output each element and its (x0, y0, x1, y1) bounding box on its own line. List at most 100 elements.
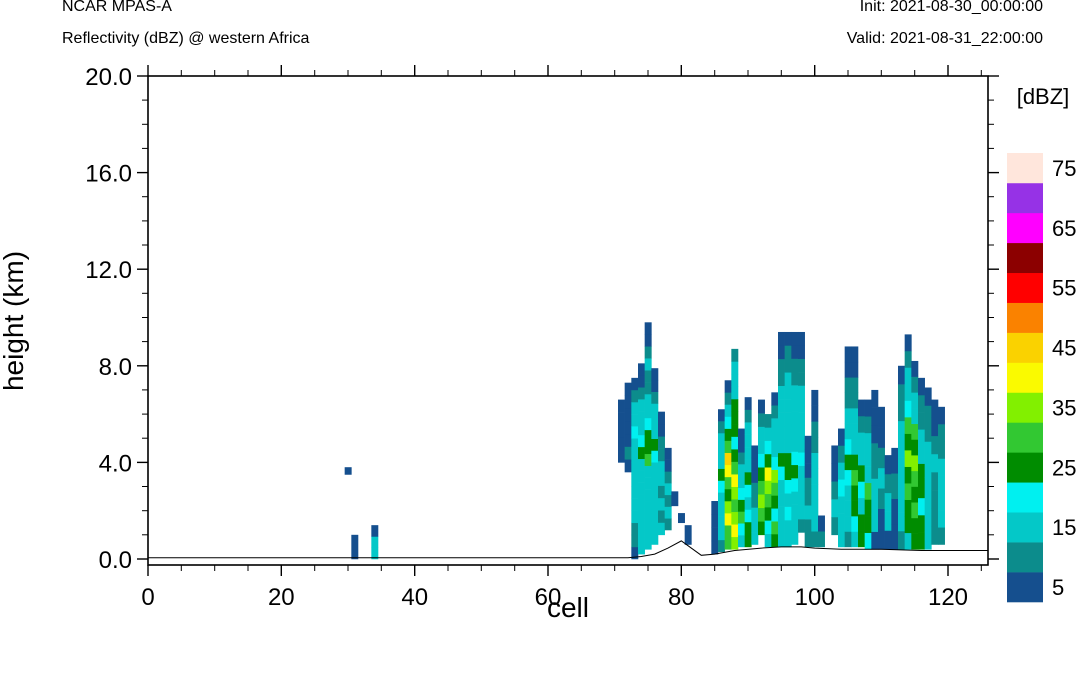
reflectivity-cell (851, 531, 859, 548)
reflectivity-cell (911, 502, 919, 519)
reflectivity-cell (638, 482, 645, 495)
reflectivity-cell (711, 514, 719, 528)
reflectivity-cell (791, 398, 799, 412)
reflectivity-cell (758, 507, 765, 522)
reflectivity-cell (724, 537, 732, 550)
reflectivity-cell (644, 525, 652, 538)
reflectivity-cell (651, 485, 659, 498)
reflectivity-cell (778, 372, 785, 386)
reflectivity-cell (638, 375, 645, 388)
reflectivity-cell (918, 395, 925, 413)
reflectivity-cell (638, 363, 645, 376)
reflectivity-cell (771, 508, 779, 522)
y-axis-label: height (km) (0, 251, 29, 391)
reflectivity-cell (744, 521, 752, 535)
reflectivity-cell (791, 371, 799, 386)
reflectivity-cell (758, 453, 765, 468)
reflectivity-cell (791, 345, 799, 359)
reflectivity-cell (631, 534, 639, 548)
reflectivity-cell (904, 400, 912, 418)
reflectivity-cell (931, 526, 939, 545)
colorbar: 5 15 25 35 45 55 65 75 (1007, 153, 1076, 603)
reflectivity-cell (751, 457, 759, 471)
reflectivity-cell (851, 377, 859, 394)
y-tick-label: 8.0 (99, 354, 132, 381)
reflectivity-cell (924, 459, 932, 478)
reflectivity-cell (804, 463, 812, 478)
reflectivity-cell (744, 422, 752, 435)
reflectivity-cell (864, 432, 872, 450)
reflectivity-cell (718, 480, 725, 493)
reflectivity-cell (811, 389, 819, 406)
x-tick-label: 40 (401, 584, 428, 611)
reflectivity-cell (871, 478, 879, 497)
reflectivity-cell (738, 523, 745, 536)
reflectivity-cell (644, 370, 652, 383)
reflectivity-cell (751, 507, 759, 521)
reflectivity-cell (764, 467, 772, 481)
reflectivity-cell (771, 405, 779, 419)
reflectivity-cell (851, 438, 859, 455)
reflectivity-cell (651, 391, 659, 404)
reflectivity-cell (744, 397, 752, 410)
reflectivity-cell (864, 449, 872, 467)
y-tick-label: 12.0 (85, 257, 132, 284)
reflectivity-cell (858, 514, 865, 531)
reflectivity-cell (758, 413, 765, 427)
reflectivity-cell (371, 525, 379, 537)
reflectivity-cell (938, 458, 945, 476)
reflectivity-cell (904, 532, 912, 550)
reflectivity-cell (758, 440, 765, 454)
colorbar-tick-label: 25 (1052, 455, 1076, 480)
reflectivity-cell (624, 459, 632, 473)
reflectivity-cell (911, 360, 919, 377)
reflectivity-cell (758, 426, 765, 441)
reflectivity-cell (771, 443, 779, 458)
reflectivity-cell (344, 467, 352, 475)
reflectivity-cell (724, 452, 732, 466)
reflectivity-cell (631, 438, 639, 451)
reflectivity-cell (831, 445, 839, 464)
reflectivity-cell (631, 486, 639, 499)
reflectivity-cell (784, 452, 792, 467)
reflectivity-cell (811, 421, 819, 438)
reflectivity-cell (738, 440, 745, 453)
reflectivity-cell (858, 432, 865, 449)
reflectivity-cell (758, 521, 765, 536)
y-tick-label: 0.0 (99, 547, 132, 574)
reflectivity-cell (731, 411, 739, 425)
colorbar-swatch (1007, 272, 1043, 303)
reflectivity-cell (658, 497, 665, 511)
reflectivity-cell (631, 510, 639, 524)
reflectivity-cell (724, 428, 732, 441)
reflectivity-cell (918, 446, 925, 464)
reflectivity-cell (658, 436, 665, 449)
reflectivity-cell (771, 456, 779, 470)
reflectivity-cell (844, 500, 852, 517)
reflectivity-cell (918, 480, 925, 499)
reflectivity-cell (778, 399, 785, 413)
reflectivity-cell (791, 358, 799, 373)
field-description: Reflectivity (dBZ) @ western Africa (62, 30, 310, 47)
reflectivity-cell (838, 428, 845, 446)
reflectivity-cell (718, 456, 725, 469)
reflectivity-cell (851, 485, 859, 501)
reflectivity-cell (918, 412, 925, 430)
reflectivity-cell (871, 513, 879, 532)
reflectivity-cell (784, 399, 792, 413)
colorbar-swatch (1007, 362, 1043, 393)
reflectivity-cell (738, 499, 745, 512)
reflectivity-cell (911, 533, 919, 550)
reflectivity-cell (651, 520, 659, 534)
reflectivity-cell (751, 445, 759, 459)
reflectivity-cell (731, 373, 739, 387)
reflectivity-cell (651, 426, 659, 439)
reflectivity-cell (658, 473, 665, 486)
reflectivity-cell (758, 399, 765, 414)
reflectivity-cell (644, 429, 652, 443)
reflectivity-cell (858, 465, 865, 482)
reflectivity-cell (858, 481, 865, 499)
reflectivity-cell (651, 497, 659, 510)
reflectivity-cell (758, 480, 765, 495)
reflectivity-cell (811, 452, 819, 469)
